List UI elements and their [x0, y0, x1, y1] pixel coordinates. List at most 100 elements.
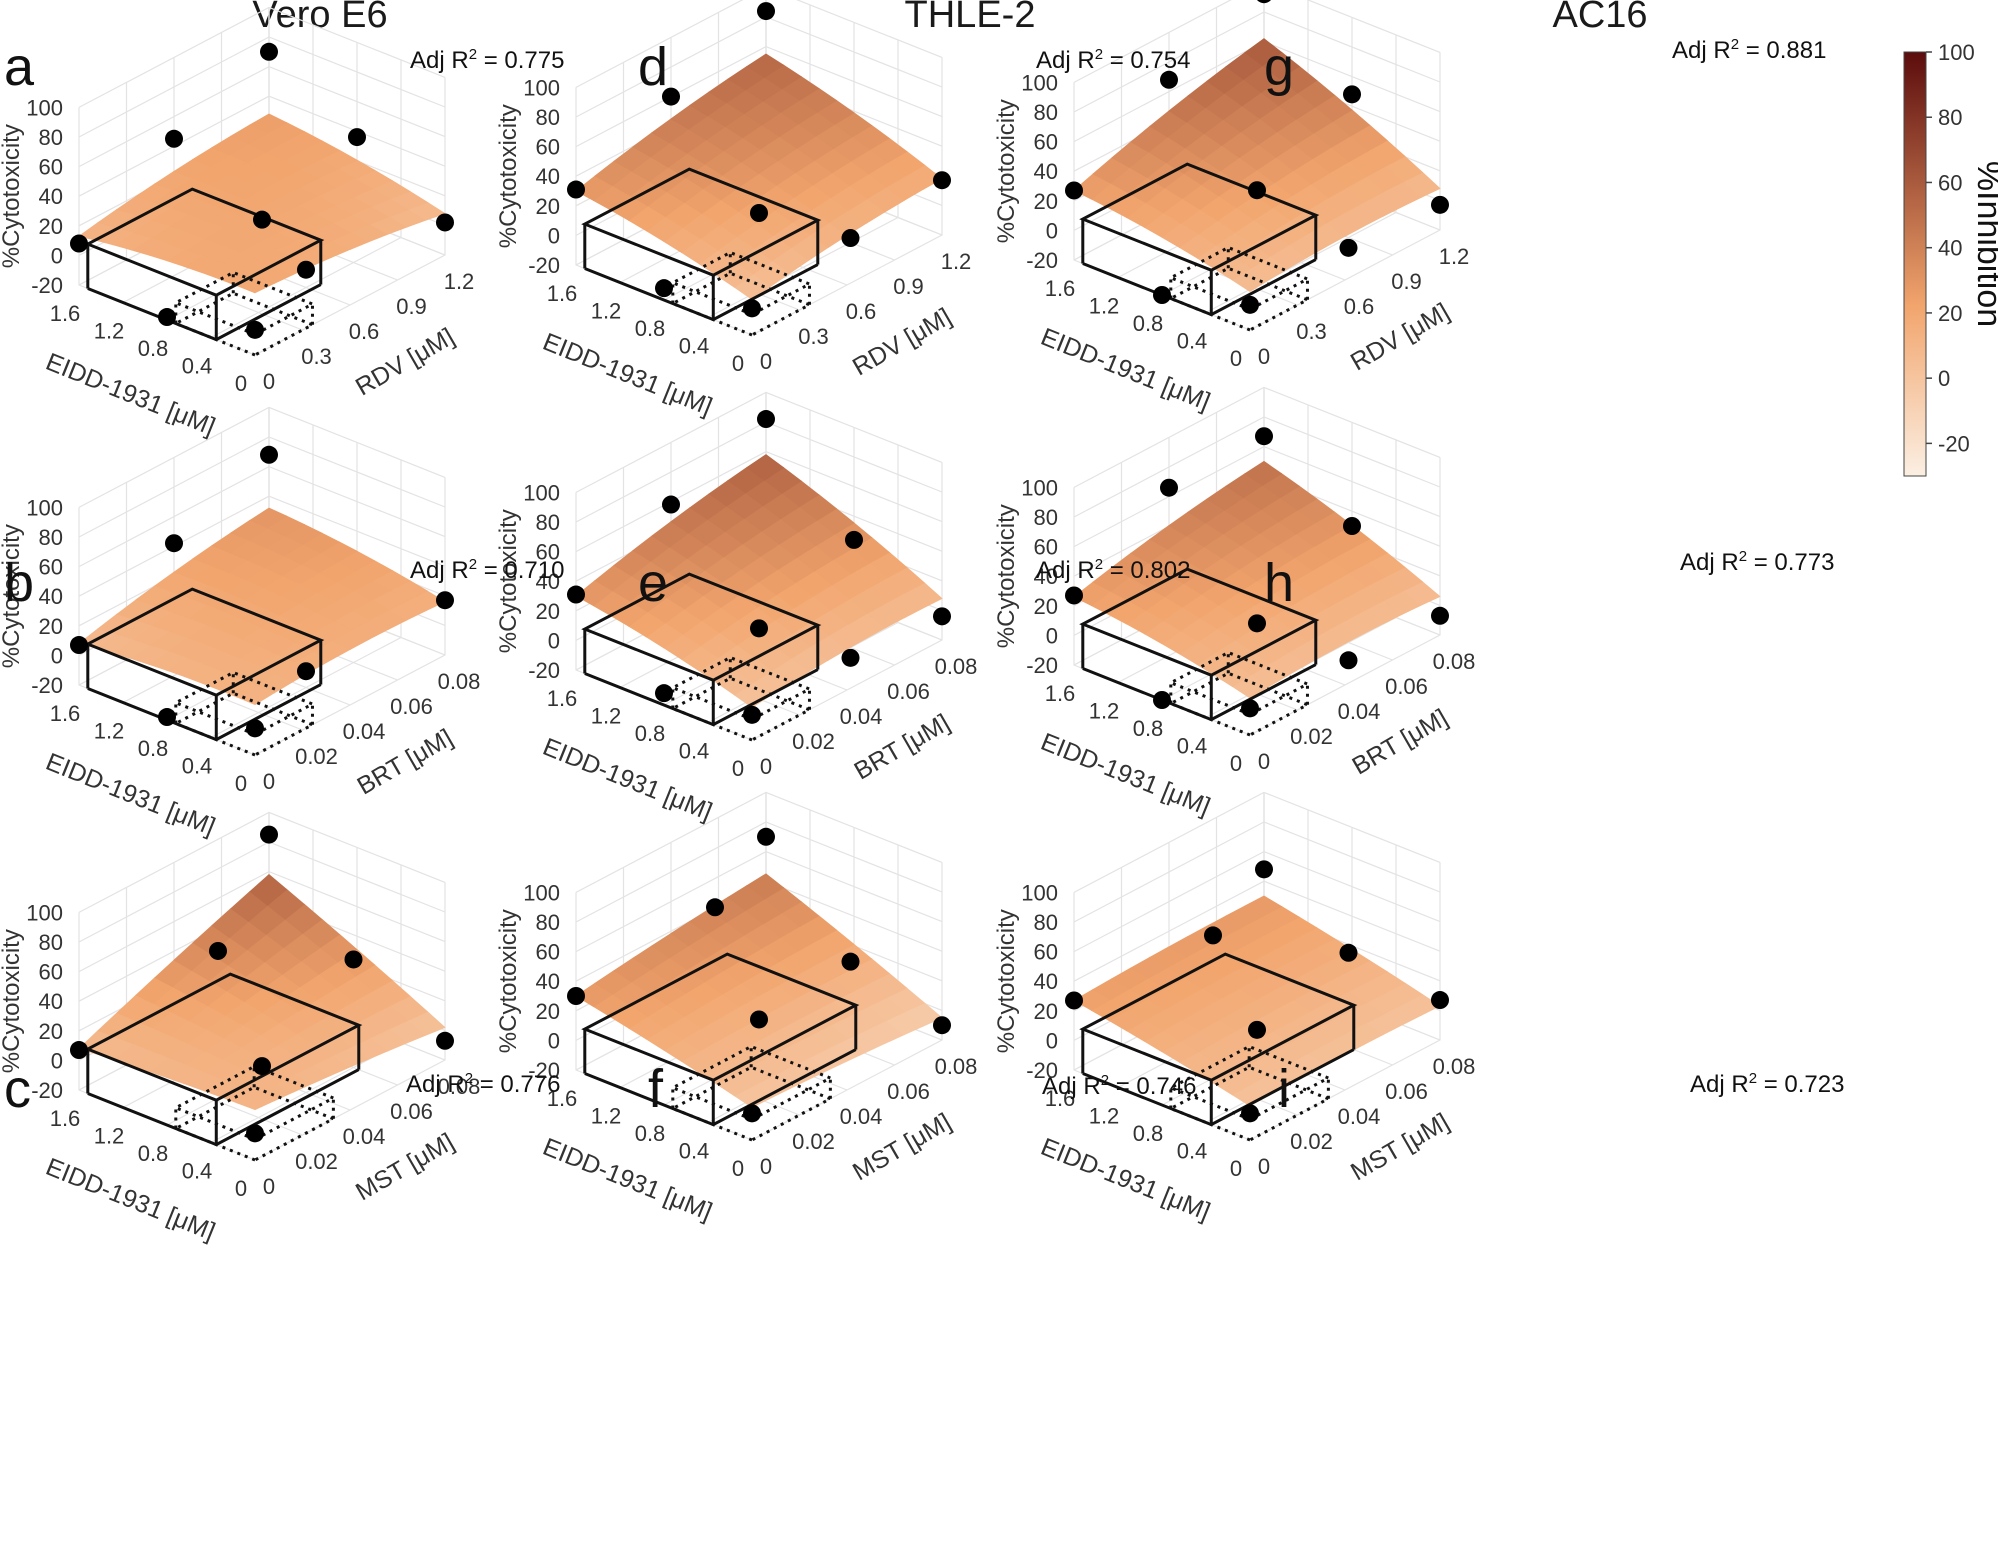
inset-box-top — [581, 952, 860, 1082]
z-tick-label: -20 — [1026, 248, 1058, 273]
dotted-box-top — [172, 670, 317, 736]
data-point — [743, 1104, 761, 1123]
column-title-thle-2: THLE-2 — [904, 0, 1036, 36]
y-tick-label: 1.2 — [941, 249, 972, 274]
surface-cell — [746, 53, 785, 78]
data-point — [1339, 651, 1358, 670]
data-point — [933, 1016, 951, 1035]
dotted-box-bottom — [1167, 671, 1312, 737]
y-tick-label: 0.02 — [792, 729, 835, 754]
z-tick-label: 0 — [51, 643, 63, 668]
z-tick-label: 40 — [536, 164, 560, 189]
x-tick-label: 0.4 — [679, 334, 710, 359]
y-tick-label: 0 — [1258, 1154, 1270, 1179]
data-point — [344, 950, 363, 969]
z-tick-label: -20 — [1026, 1058, 1058, 1083]
z-axis-label: %Cytotoxicity — [993, 909, 1020, 1053]
z-tick-label: 0 — [51, 1048, 63, 1073]
z-tick-label: 20 — [39, 1019, 63, 1044]
z-tick-label: 20 — [39, 614, 63, 639]
column-title-ac16: AC16 — [1552, 0, 1648, 36]
data-point — [297, 260, 315, 279]
data-point — [209, 941, 227, 960]
colorbar-tick-label: 20 — [1938, 301, 1962, 326]
adj-r2-b: Adj R2 = 0.710 — [410, 556, 565, 584]
panel-label-h: h — [1264, 553, 1295, 613]
data-point — [1255, 860, 1273, 879]
z-tick-label: 40 — [39, 584, 63, 609]
z-tick-label: 80 — [39, 930, 63, 955]
dotted-box-bottom — [669, 1065, 834, 1142]
dotted-box-top — [172, 1064, 337, 1141]
data-point — [1255, 427, 1273, 446]
colorbar-tick-label: -20 — [1938, 431, 1970, 456]
y-tick-label: 0.08 — [1433, 1054, 1476, 1079]
data-point — [567, 585, 585, 604]
y-tick-label: 0.04 — [1338, 699, 1381, 724]
data-point — [70, 234, 88, 253]
data-point — [246, 1124, 264, 1143]
y-tick-label: 0.04 — [343, 1124, 386, 1149]
z-tick-label: 100 — [26, 900, 63, 925]
x-tick-label: 0 — [235, 1176, 247, 1201]
inset-box-top — [1079, 952, 1358, 1082]
data-point — [297, 662, 315, 681]
data-point — [1343, 517, 1361, 535]
surface-cell — [1244, 895, 1283, 917]
z-tick-label: 60 — [39, 555, 63, 580]
y-tick-label: 0.6 — [846, 299, 877, 324]
z-tick-label: 0 — [1046, 1028, 1058, 1053]
inset-box-top — [581, 572, 822, 682]
y-tick-label: 0 — [760, 1154, 772, 1179]
data-point — [706, 898, 724, 917]
data-point — [750, 619, 768, 638]
panel-label-f: f — [648, 1059, 664, 1119]
z-tick-label: -20 — [528, 253, 560, 278]
panel-label-d: d — [638, 37, 669, 97]
x-tick-label: 0 — [235, 371, 247, 396]
adj-r2-a: Adj R2 = 0.775 — [410, 46, 565, 74]
z-gridline — [1073, 0, 1441, 83]
x-tick-label: 0 — [1230, 346, 1242, 371]
x-tick-label: 0.4 — [182, 354, 213, 379]
y-tick-label: 0.04 — [1338, 1104, 1381, 1129]
data-point — [750, 204, 768, 222]
z-tick-label: -20 — [528, 658, 560, 683]
x-tick-label: 1.6 — [50, 701, 81, 726]
data-point — [260, 42, 278, 61]
dotted-box-bottom — [669, 676, 814, 742]
x-tick-label: 0.8 — [138, 736, 169, 761]
x-tick-label: 0 — [732, 756, 744, 781]
dotted-box-top — [669, 655, 814, 721]
data-point — [743, 705, 761, 724]
y-tick-label: 0.04 — [840, 1104, 883, 1129]
data-point — [841, 952, 860, 971]
y-tick-label: 1.2 — [444, 269, 475, 294]
z-tick-label: 0 — [548, 223, 560, 248]
panel-label-e: e — [638, 553, 669, 613]
x-tick-label: 0 — [235, 771, 247, 796]
data-point — [1431, 991, 1449, 1010]
data-point — [1343, 85, 1361, 104]
colorbar-tick-label: 40 — [1938, 236, 1962, 261]
data-point — [757, 2, 775, 21]
dotted-box-top — [1167, 650, 1312, 716]
z-tick-label: 40 — [1034, 969, 1058, 994]
y-tick-label: 0 — [263, 769, 275, 794]
y-tick-label: 0.08 — [935, 654, 978, 679]
inset-box-top — [581, 167, 822, 277]
data-point — [1204, 926, 1222, 945]
z-tick-label: -20 — [31, 1078, 63, 1103]
x-tick-label: 1.6 — [1045, 681, 1076, 706]
data-point — [260, 825, 278, 844]
data-point — [158, 708, 176, 727]
colorbar-scale — [1903, 51, 1927, 477]
inset-box-top — [84, 972, 363, 1102]
z-tick-label: 100 — [26, 95, 63, 120]
y-tick-label: 0.02 — [1290, 724, 1333, 749]
data-point — [845, 530, 863, 549]
y-tick-label: 0 — [263, 369, 275, 394]
data-point — [1339, 943, 1358, 962]
data-point — [158, 308, 176, 327]
